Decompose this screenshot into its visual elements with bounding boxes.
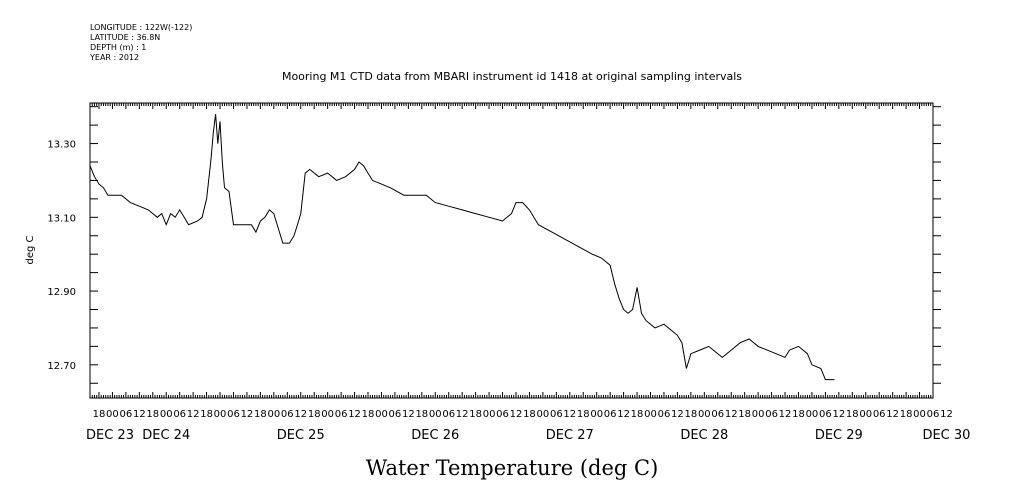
- x-tick-label: 18: [523, 409, 536, 420]
- x-tick-label: 12: [510, 409, 523, 420]
- x-tick-label: 00: [859, 409, 872, 420]
- year-text: YEAR : 2012: [89, 53, 139, 62]
- x-tick-label: 18: [577, 409, 590, 420]
- x-tick-label: 18: [200, 409, 213, 420]
- x-tick-label: 00: [214, 409, 227, 420]
- y-tick-labels: 12.70 12.90 13.10 13.30: [47, 140, 76, 372]
- x-tick-label: 12: [940, 409, 953, 420]
- x-tick-label: 00: [160, 409, 173, 420]
- x-tick-label: 06: [550, 409, 563, 420]
- x-tick-label: 18: [846, 409, 859, 420]
- x-tick-label: 06: [765, 409, 778, 420]
- x-tick-label: 00: [483, 409, 496, 420]
- x-tick-label: 12: [402, 409, 415, 420]
- x-tick-label: 00: [429, 409, 442, 420]
- x-tick-label: 00: [806, 409, 819, 420]
- x-tick-label: 18: [792, 409, 805, 420]
- x-tick-label: 12: [886, 409, 899, 420]
- x-tick-label: 00: [537, 409, 550, 420]
- x-day-label: DEC 29: [815, 428, 863, 443]
- x-tick-label: 12: [725, 409, 738, 420]
- x-tick-label: 06: [873, 409, 886, 420]
- x-tick-label: 12: [832, 409, 845, 420]
- x-tick-label: 00: [913, 409, 926, 420]
- x-tick-label: 06: [120, 409, 133, 420]
- y-tick-label: 13.10: [47, 213, 76, 224]
- x-day-label: DEC 23: [86, 428, 134, 443]
- x-axis-label: Water Temperature (deg C): [366, 456, 659, 480]
- plot-frame: [89, 102, 934, 399]
- x-tick-label: 18: [254, 409, 267, 420]
- x-tick-label: 12: [133, 409, 146, 420]
- x-tick-label: 06: [389, 409, 402, 420]
- x-day-label: DEC 26: [411, 428, 459, 443]
- x-tick-labels: 18 00 06 12 18 00 06 12 18 00 06 12 18 00 06 12 18 00 06 12…: [93, 409, 953, 420]
- x-tick-label: 00: [267, 409, 280, 420]
- x-tick-label: 00: [106, 409, 119, 420]
- x-day-label: DEC 25: [277, 428, 325, 443]
- x-tick-label: 06: [711, 409, 724, 420]
- x-tick-label: 12: [617, 409, 630, 420]
- x-tick-label: 06: [227, 409, 240, 420]
- y-tick-label: 12.90: [47, 287, 76, 298]
- depth-text: DEPTH (m) : 1: [90, 43, 146, 52]
- chart-title: Mooring M1 CTD data from MBARI instrumen…: [282, 70, 742, 83]
- x-day-label: DEC 24: [142, 428, 190, 443]
- x-tick-label: 18: [900, 409, 913, 420]
- x-day-label: DEC 28: [680, 428, 728, 443]
- x-tick-label: 06: [281, 409, 294, 420]
- x-day-label: DEC 27: [546, 428, 594, 443]
- x-tick-label: 06: [604, 409, 617, 420]
- y-axis-label: deg C: [25, 235, 36, 264]
- x-tick-label: 06: [819, 409, 832, 420]
- x-tick-label: 06: [496, 409, 509, 420]
- x-tick-label: 06: [173, 409, 186, 420]
- x-tick-label: 12: [456, 409, 469, 420]
- x-tick-label: 18: [93, 409, 106, 420]
- x-tick-label: 18: [362, 409, 375, 420]
- x-tick-label: 00: [375, 409, 388, 420]
- x-tick-label: 12: [563, 409, 576, 420]
- x-tick-label: 00: [698, 409, 711, 420]
- x-tick-label: 18: [631, 409, 644, 420]
- latitude-text: LATITUDE : 36.8N: [90, 33, 160, 42]
- series-line-water-temperature: [89, 114, 835, 381]
- x-tick-label: 12: [779, 409, 792, 420]
- x-tick-label: 18: [738, 409, 751, 420]
- x-tick-label: 12: [241, 409, 254, 420]
- x-tick-label: 12: [294, 409, 307, 420]
- x-tick-label: 06: [442, 409, 455, 420]
- longitude-text: LONGITUDE : 122W(-122): [90, 23, 192, 32]
- metadata-block: LONGITUDE : 122W(-122) LATITUDE : 36.8N …: [89, 23, 192, 62]
- x-tick-label: 12: [348, 409, 361, 420]
- x-tick-label: 18: [415, 409, 428, 420]
- x-tick-label: 00: [644, 409, 657, 420]
- y-tick-label: 13.30: [47, 140, 76, 151]
- x-tick-label: 00: [752, 409, 765, 420]
- y-tick-label: 12.70: [47, 361, 76, 372]
- x-tick-label: 00: [590, 409, 603, 420]
- x-day-label: DEC 30: [922, 428, 970, 443]
- day-labels: DEC 23 DEC 24 DEC 25 DEC 26 DEC 27 DEC 28 DEC …: [86, 428, 970, 443]
- x-tick-label: 18: [469, 409, 482, 420]
- x-tick-label: 18: [684, 409, 697, 420]
- x-tick-label: 12: [187, 409, 200, 420]
- x-tick-label: 06: [335, 409, 348, 420]
- x-tick-label: 18: [146, 409, 159, 420]
- x-tick-label: 12: [671, 409, 684, 420]
- x-tick-label: 18: [308, 409, 321, 420]
- x-tick-label: 06: [658, 409, 671, 420]
- x-tick-label: 06: [927, 409, 940, 420]
- x-tick-label: 00: [321, 409, 334, 420]
- axis-ticks: [89, 103, 941, 398]
